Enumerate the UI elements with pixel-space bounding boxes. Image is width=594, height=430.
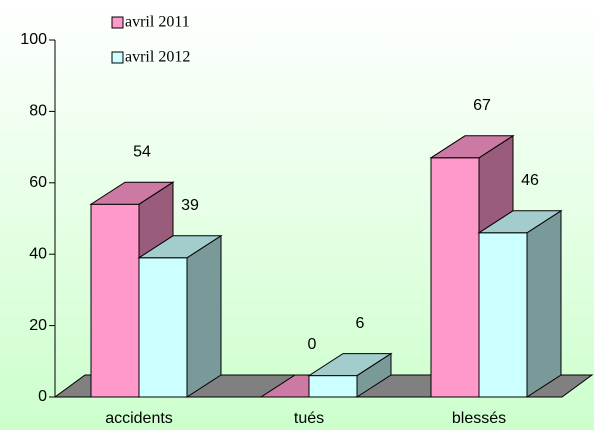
legend-swatch: [111, 16, 124, 29]
data-label: 6: [356, 315, 365, 332]
legend-label: avril 2012: [125, 49, 190, 66]
y-tick-label: 0: [38, 388, 47, 405]
x-tick-label: blessés: [452, 410, 506, 427]
y-tick-label: 20: [29, 317, 47, 334]
bar: [308, 375, 358, 398]
x-tick-label: tués: [294, 410, 324, 427]
y-tick-label: 80: [29, 103, 47, 120]
data-label: 67: [473, 97, 491, 114]
bar-top: [137, 235, 223, 259]
data-label: 54: [133, 143, 151, 160]
data-label: 39: [181, 197, 199, 214]
y-tick-label: 40: [29, 245, 47, 262]
bar-side: [526, 209, 562, 398]
bar-top: [307, 353, 393, 377]
bar-top: [429, 135, 515, 159]
data-label: 46: [521, 172, 539, 189]
x-tick-label: accidents: [105, 410, 173, 427]
bar: [430, 157, 480, 398]
y-tick-label: 60: [29, 174, 47, 191]
y-tick-label: 100: [20, 31, 47, 48]
legend-label: avril 2011: [125, 14, 190, 31]
bar-side: [186, 234, 222, 398]
data-label: 0: [308, 336, 317, 353]
bar: [478, 232, 528, 398]
bar: [138, 257, 188, 398]
bar-top: [89, 181, 175, 205]
bar: [90, 203, 140, 398]
legend-swatch: [111, 51, 124, 64]
bar-top: [477, 210, 563, 234]
